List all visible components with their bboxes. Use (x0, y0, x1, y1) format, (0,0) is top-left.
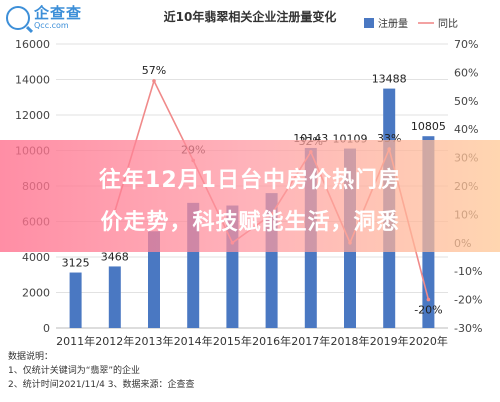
bar-value-label: 13488 (372, 73, 407, 86)
y-right-tick-label: -30% (454, 322, 482, 335)
bar (108, 266, 121, 328)
x-tick-label: 2020年 (409, 334, 448, 348)
y-right-tick-label: 40% (454, 123, 478, 136)
y-right-tick-label: 70% (454, 38, 478, 51)
y-right-tick-label: -10% (454, 265, 482, 278)
magnifier-logo-icon (6, 6, 30, 30)
yoy-value-label: 57% (142, 64, 166, 77)
y-right-tick-label: -20% (454, 294, 482, 307)
data-notes: 数据说明： 1、仅统计关键词为“翡翠”的企业 2、统计时间2021/11/4 3… (8, 350, 194, 392)
banner-line1: 往年12月1日台中房价热门房 (99, 168, 401, 193)
x-tick-label: 2016年 (252, 334, 291, 348)
overlay-banner: 往年12月1日台中房价热门房 价走势，科技赋能生活，洞悉 (0, 140, 500, 252)
bar (148, 231, 160, 328)
x-tick-label: 2015年 (213, 334, 252, 348)
bar (69, 272, 82, 328)
chart-title: 近10年翡翠相关企业注册量变化 (163, 10, 337, 24)
x-tick-label: 2013年 (135, 334, 174, 348)
y-left-tick-label: 14000 (15, 74, 50, 87)
logo-cn: 企查查 (34, 4, 83, 22)
x-tick-label: 2014年 (174, 334, 213, 348)
logo: 企查查 Qcc.com (6, 6, 82, 30)
bar-value-label: 3468 (101, 250, 129, 263)
y-left-tick-label: 0 (43, 322, 50, 335)
legend-label-line: 同比 (438, 18, 458, 30)
banner-line2: 价走势，科技赋能生活，洞悉 (100, 210, 400, 235)
x-tick-label: 2011年 (56, 334, 95, 348)
yoy-point (152, 79, 156, 83)
notes-line1: 1、仅统计关键词为“翡翠”的企业 (8, 366, 141, 376)
y-left-tick-label: 12000 (15, 109, 50, 122)
logo-en: Qcc.com (34, 21, 69, 30)
x-tick-label: 2012年 (95, 334, 134, 348)
x-tick-label: 2017年 (291, 334, 330, 348)
notes-heading: 数据说明： (8, 352, 54, 362)
y-left-tick-label: 4000 (22, 251, 50, 264)
legend-label-bar: 注册量 (378, 17, 408, 30)
bar-value-label: 10805 (411, 120, 446, 133)
notes-line2: 2、统计时间2021/11/4 3、数据来源：企查查 (8, 380, 195, 390)
y-right-tick-label: 50% (454, 95, 478, 108)
x-tick-label: 2018年 (331, 334, 370, 348)
legend-swatch-bar (364, 18, 374, 28)
x-tick-label: 2019年 (370, 334, 409, 348)
bar-value-label: 3125 (62, 257, 90, 270)
y-left-tick-label: 16000 (15, 38, 50, 51)
y-right-tick-label: 60% (454, 66, 478, 79)
y-left-tick-label: 2000 (22, 287, 50, 300)
yoy-point (426, 297, 431, 302)
yoy-value-label: -20% (414, 304, 442, 317)
